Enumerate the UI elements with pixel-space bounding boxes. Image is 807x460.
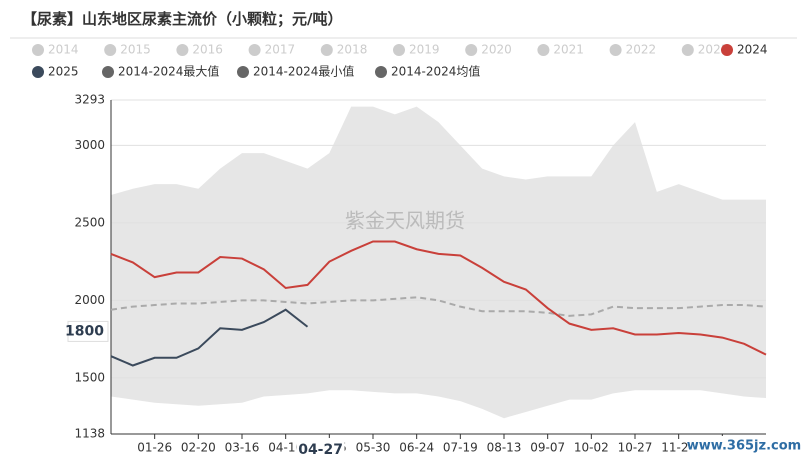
legend-marker	[375, 66, 387, 78]
x-tick-label: 10-02	[574, 441, 609, 455]
legend-marker	[320, 44, 333, 56]
range-band-max	[111, 106, 766, 435]
legend-marker	[32, 66, 44, 78]
x-tick-label: 01-26	[137, 441, 172, 455]
legend-label: 2018	[337, 43, 368, 57]
x-tick-label: 02-20	[181, 441, 216, 455]
legend-label: 2022	[626, 43, 657, 57]
range-band-min	[111, 390, 766, 434]
legend-label: 2021	[553, 43, 584, 57]
y-tick-label: 1500	[74, 370, 105, 384]
legend-label: 2019	[409, 43, 440, 57]
legend-marker	[721, 44, 733, 56]
x-tick-label: 05-30	[356, 441, 391, 455]
legend-marker	[537, 44, 550, 56]
x-tick-label: 09-07	[530, 441, 565, 455]
x-tick-label: 08-13	[487, 441, 522, 455]
legend-label: 2014	[48, 43, 79, 57]
y-tick-label: 2000	[74, 293, 105, 307]
x-tick-label: 11-21	[661, 441, 696, 455]
legend-label: 2017	[265, 43, 296, 57]
chart-title: 【尿素】山东地区尿素主流价（小颗粒；元/吨）	[22, 10, 342, 28]
legend-label: 2014-2024最大值	[118, 64, 219, 79]
legend-marker	[237, 66, 249, 78]
x-tick-label: 07-19	[443, 441, 478, 455]
x-tick-label: 10-27	[618, 441, 653, 455]
y-tick-label: 3000	[74, 138, 105, 152]
x-tick-label: 04-10	[268, 441, 303, 455]
legend-marker	[104, 44, 117, 56]
y-tick-label: 1138	[74, 427, 105, 441]
legend-marker	[609, 44, 622, 56]
legend-marker	[176, 44, 189, 56]
watermark: www.365jz.com	[687, 439, 801, 454]
legend-label: 2015	[120, 43, 151, 57]
x-tick-label: 03-16	[225, 441, 260, 455]
legend-label: 2023	[698, 43, 729, 57]
legend-label: 2024	[737, 43, 768, 57]
y-tick-label: 2500	[74, 215, 105, 229]
legend-marker	[681, 44, 694, 56]
cursor-y-label: 1800	[65, 323, 104, 339]
cursor-label-bg	[67, 320, 109, 342]
y-tick-label: 3293	[74, 93, 105, 107]
legend-label: 2025	[48, 65, 79, 79]
watermark: 紫金天风期货	[345, 209, 465, 233]
legend-marker	[393, 44, 405, 56]
legend-label: 2016	[192, 43, 223, 57]
legend-label: 2014-2024最小值	[253, 64, 354, 79]
legend-label: 2020	[481, 43, 512, 57]
legend-marker	[32, 44, 44, 56]
legend-label: 2014-2024均值	[391, 64, 480, 79]
cursor-x-label: 04-27	[298, 442, 343, 458]
legend-marker	[248, 44, 261, 56]
cursor-label-bg	[296, 438, 345, 460]
legend-marker	[465, 44, 478, 56]
series-line	[110, 240, 767, 356]
x-tick-label: 06-24	[399, 441, 434, 455]
watermark-bg	[688, 436, 800, 456]
series-line	[110, 308, 309, 367]
legend-marker	[102, 66, 114, 78]
